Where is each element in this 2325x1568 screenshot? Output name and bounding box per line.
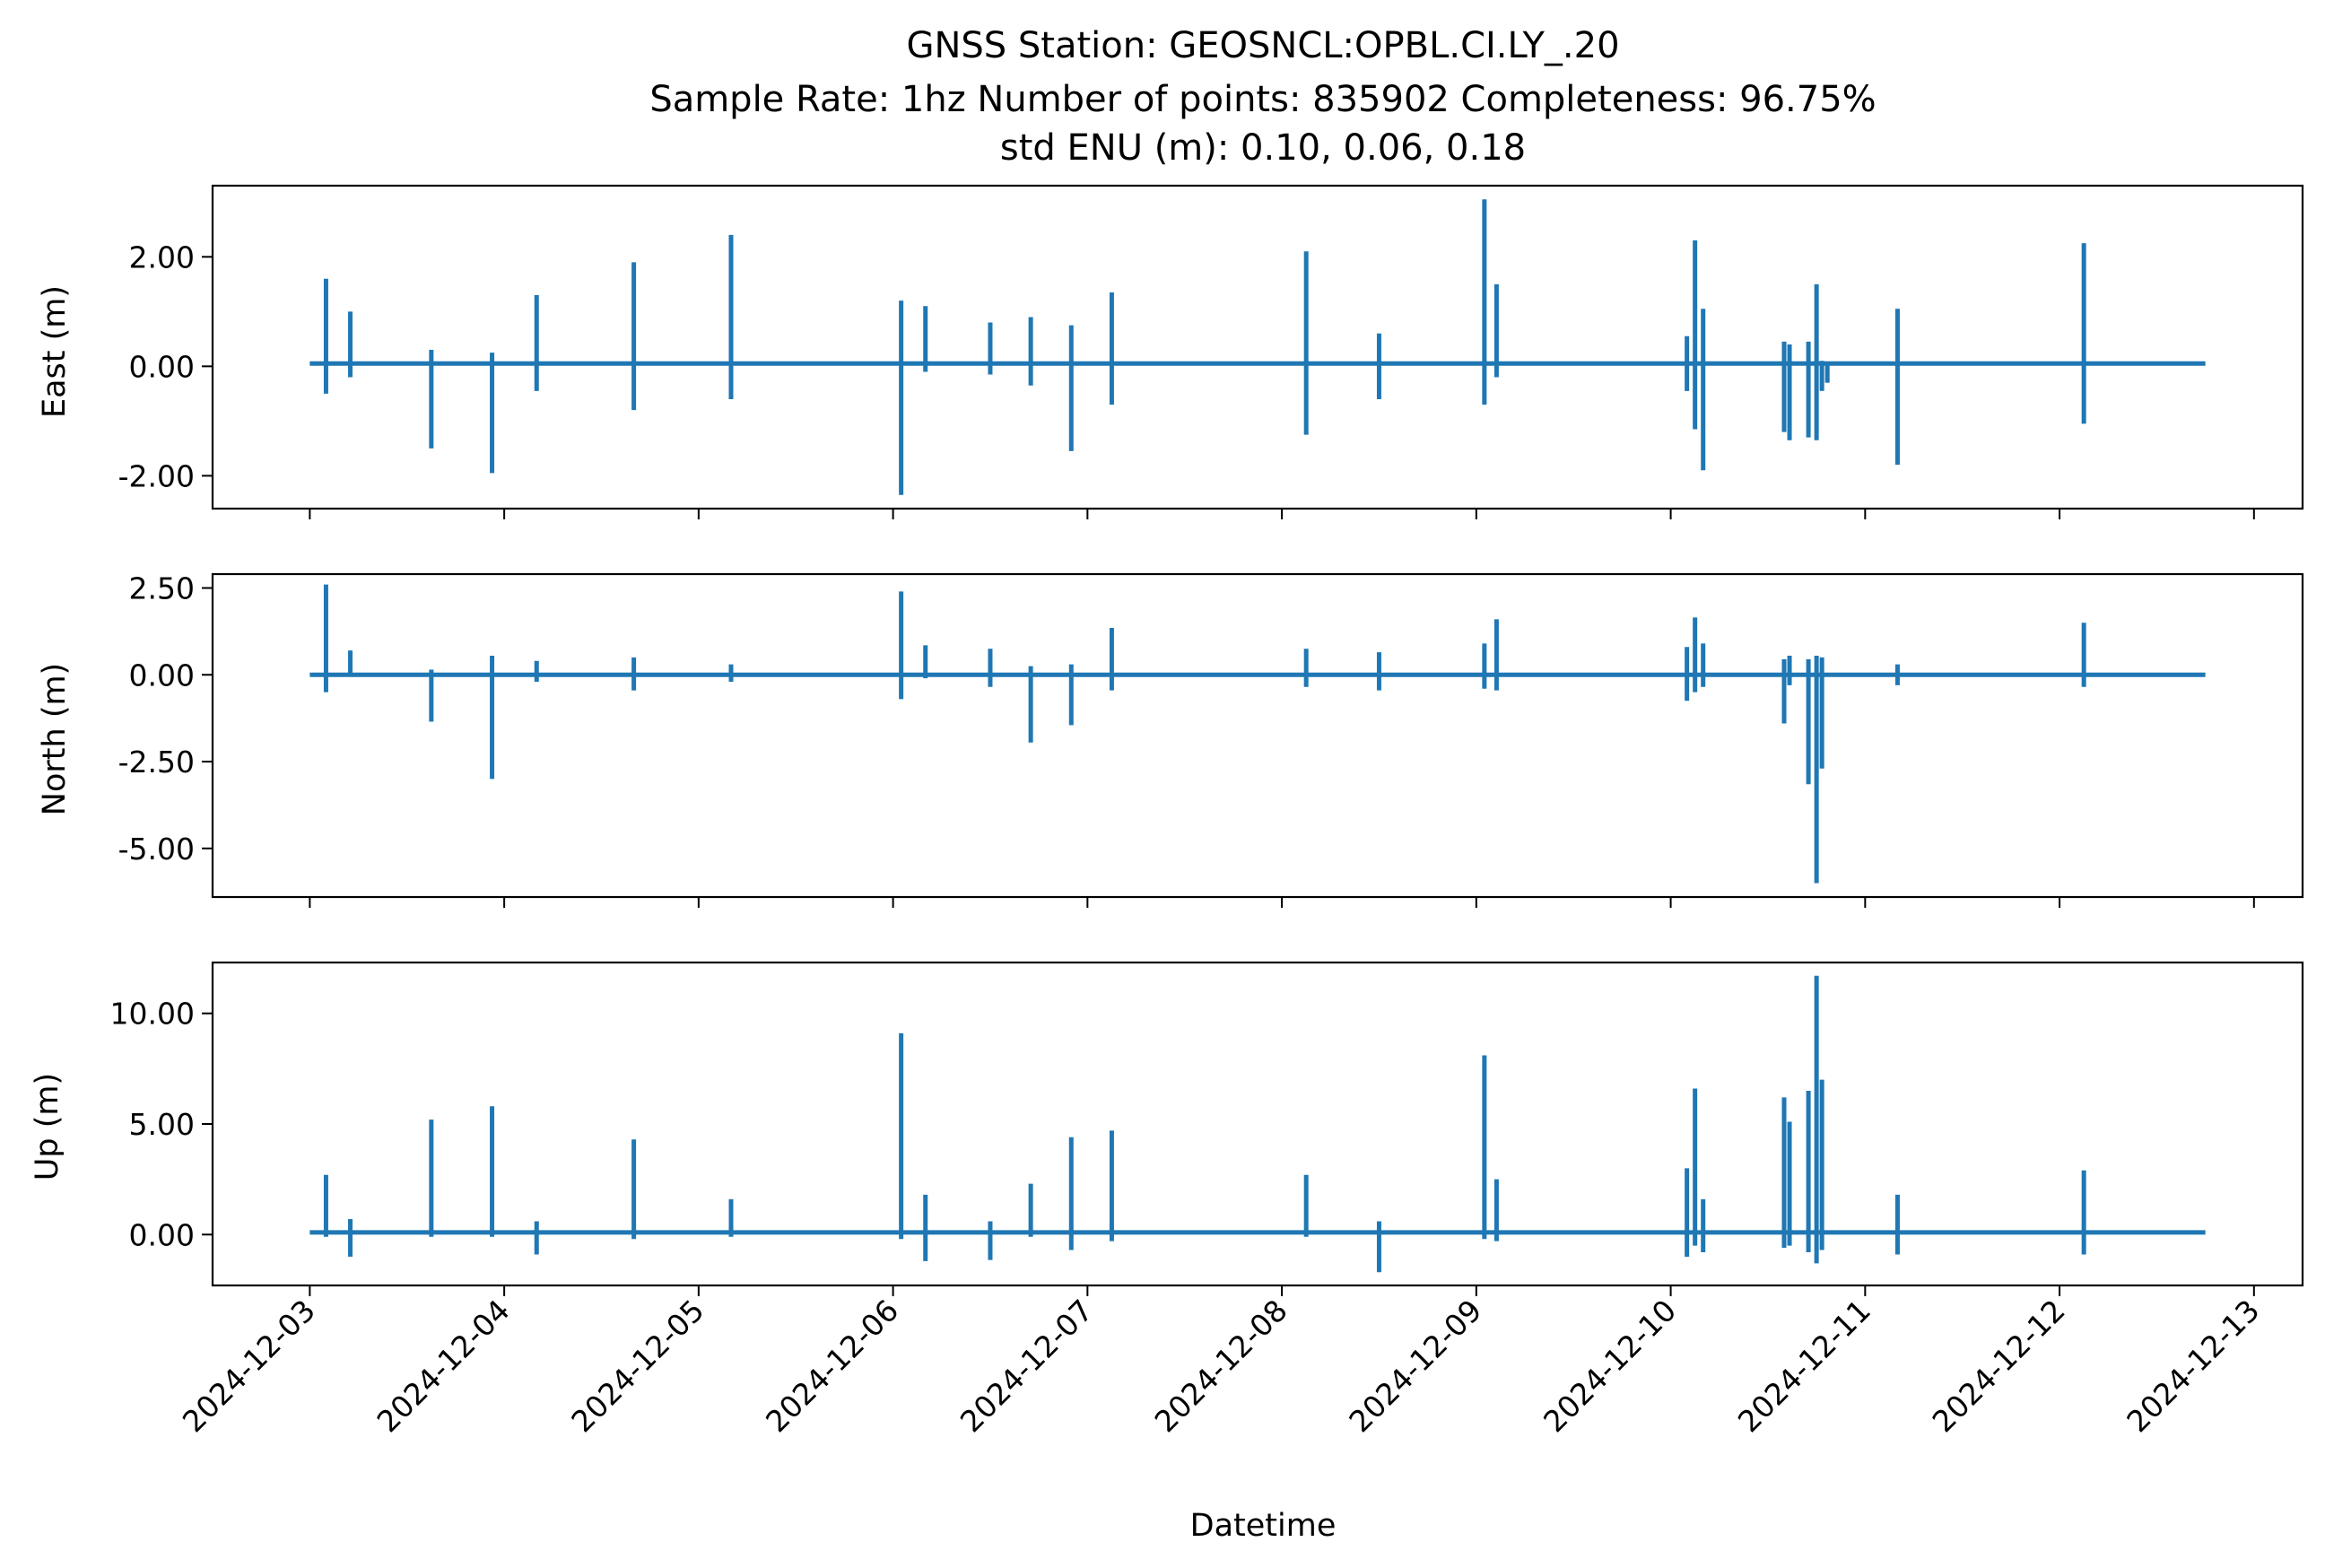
up-panel: 10.00 5.00 0.00 — [110, 961, 2304, 1296]
east-panel: 2.00 0.00 -2.00 — [118, 184, 2304, 519]
y-tick-label: -2.00 — [118, 458, 195, 493]
y-tick-label: 0.00 — [129, 349, 195, 384]
y-tick-label: -5.00 — [118, 832, 195, 867]
y-tick-label: 0.00 — [129, 658, 195, 693]
north-panel: 2.50 0.00 -2.50 -5.00 — [118, 571, 2304, 908]
up-axis-label: Up (m) — [30, 1073, 65, 1180]
east-axis-label: East (m) — [37, 285, 73, 418]
series-0 — [309, 199, 2206, 495]
y-tick-label: 2.50 — [129, 571, 195, 605]
chart-title-line-1: GNSS Station: GEOSNCL:OPBL.CI.LY_.20 — [906, 25, 1619, 66]
y-tick-label: -2.50 — [118, 745, 195, 780]
series-2 — [309, 975, 2206, 1273]
x-axis-label: Datetime — [1190, 1508, 1337, 1544]
chart-title-line-3: std ENU (m): 0.10, 0.06, 0.18 — [1000, 127, 1526, 169]
axes-frame — [211, 184, 2304, 510]
axes-frame — [211, 572, 2304, 899]
north-axis-label: North (m) — [37, 663, 73, 815]
y-tick-label: 2.00 — [129, 240, 195, 274]
y-tick-label: 0.00 — [129, 1217, 195, 1252]
y-tick-label: 10.00 — [110, 997, 195, 1032]
chart-title-line-2: Sample Rate: 1hz Number of points: 83590… — [649, 79, 1876, 120]
series-1 — [309, 584, 2206, 884]
y-tick-label: 5.00 — [129, 1107, 195, 1142]
